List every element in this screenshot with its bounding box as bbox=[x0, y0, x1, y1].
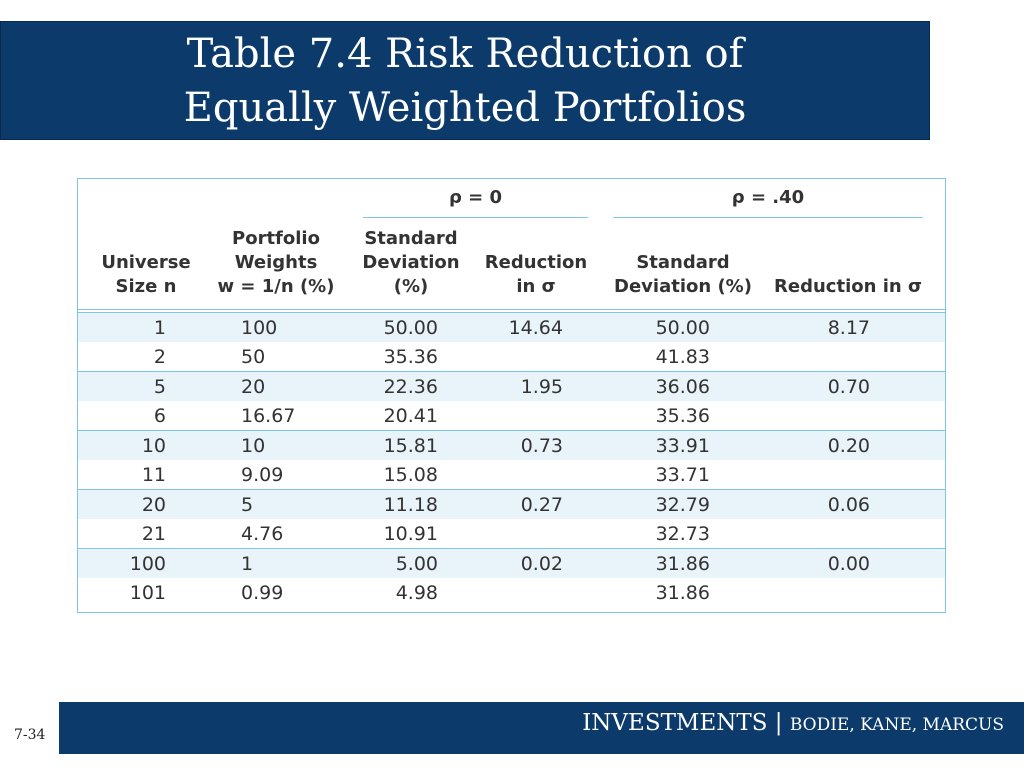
cell-std-dev-rho-0: 22.36 bbox=[383, 376, 438, 398]
table-row: 6 16.67 20.41 35.36 bbox=[78, 401, 945, 430]
cell-std-dev-rho-40: 31.86 bbox=[655, 582, 710, 604]
cell-std-dev-rho-0: 11.18 bbox=[383, 494, 438, 516]
cell-reduction-rho-40: 0.06 bbox=[827, 494, 870, 516]
cell-universe-size: 5 bbox=[153, 376, 166, 398]
cell-std-dev-rho-40: 36.06 bbox=[655, 376, 710, 398]
cell-reduction-rho-40: 8.17 bbox=[827, 317, 870, 339]
cell-std-dev-rho-40: 31.86 bbox=[655, 553, 710, 575]
cell-portfolio-weight: 50 bbox=[241, 346, 266, 368]
footer-book-title: INVESTMENTS | bbox=[582, 710, 790, 736]
cell-universe-size: 21 bbox=[141, 523, 166, 545]
cell-std-dev-rho-0: 50.00 bbox=[383, 317, 438, 339]
cell-reduction-rho-40: 0.00 bbox=[827, 553, 870, 575]
cell-portfolio-weight: 0.99 bbox=[241, 582, 284, 604]
slide-title-line-1: Table 7.4 Risk Reduction of bbox=[186, 31, 744, 77]
cell-std-dev-rho-0: 10.91 bbox=[383, 523, 438, 545]
footer-credit: INVESTMENTS | BODIE, KANE, MARCUS bbox=[582, 710, 1004, 736]
cell-std-dev-rho-40: 32.79 bbox=[655, 494, 710, 516]
cell-std-dev-rho-40: 33.91 bbox=[655, 435, 710, 457]
cell-std-dev-rho-40: 33.71 bbox=[655, 464, 710, 486]
cell-std-dev-rho-40: 41.83 bbox=[655, 346, 710, 368]
header-std-dev-rho-40: Standard Deviation (%) bbox=[614, 252, 752, 297]
cell-std-dev-rho-0: 35.36 bbox=[383, 346, 438, 368]
cell-portfolio-weight: 100 bbox=[241, 317, 278, 339]
cell-reduction-rho-0: 14.64 bbox=[508, 317, 563, 339]
cell-std-dev-rho-0: 15.81 bbox=[383, 435, 438, 457]
cell-universe-size: 101 bbox=[129, 582, 166, 604]
footer-banner: INVESTMENTS | BODIE, KANE, MARCUS bbox=[59, 702, 1024, 754]
table-body: 1 100 50.00 14.64 50.00 8.17 2 50 35.36 41.83 5 20 2… bbox=[78, 312, 945, 607]
cell-universe-size: 6 bbox=[153, 405, 166, 427]
table-row: 5 20 22.36 1.95 36.06 0.70 bbox=[78, 371, 945, 401]
group-header-rule-rho-40 bbox=[613, 217, 923, 218]
group-header-rho-40: ρ = .40 bbox=[731, 187, 805, 208]
cell-reduction-rho-40: 0.20 bbox=[827, 435, 870, 457]
cell-std-dev-rho-0: 4.98 bbox=[395, 582, 438, 604]
cell-std-dev-rho-0: 15.08 bbox=[383, 464, 438, 486]
group-header-rho-0: ρ = 0 bbox=[448, 187, 503, 208]
footer-authors: BODIE, KANE, MARCUS bbox=[789, 715, 1004, 735]
table-row: 20 5 11.18 0.27 32.79 0.06 bbox=[78, 489, 945, 519]
cell-portfolio-weight: 9.09 bbox=[241, 464, 284, 486]
table-row: 100 1 5.00 0.02 31.86 0.00 bbox=[78, 548, 945, 578]
cell-reduction-rho-0: 0.02 bbox=[520, 553, 563, 575]
cell-std-dev-rho-0: 20.41 bbox=[383, 405, 438, 427]
header-portfolio-weights: Portfolio Weights w = 1/n (%) bbox=[217, 228, 335, 297]
cell-universe-size: 11 bbox=[141, 464, 166, 486]
header-universe-size: Universe Size n bbox=[101, 252, 191, 297]
cell-universe-size: 100 bbox=[129, 553, 166, 575]
cell-universe-size: 1 bbox=[153, 317, 166, 339]
cell-reduction-rho-40: 0.70 bbox=[827, 376, 870, 398]
cell-std-dev-rho-40: 32.73 bbox=[655, 523, 710, 545]
cell-std-dev-rho-40: 35.36 bbox=[655, 405, 710, 427]
header-reduction-rho-40: Reduction in σ bbox=[774, 276, 922, 297]
table-row: 21 4.76 10.91 32.73 bbox=[78, 519, 945, 548]
cell-portfolio-weight: 4.76 bbox=[241, 523, 284, 545]
cell-reduction-rho-0: 0.27 bbox=[520, 494, 563, 516]
cell-std-dev-rho-40: 50.00 bbox=[655, 317, 710, 339]
cell-reduction-rho-0: 1.95 bbox=[520, 376, 563, 398]
table-row: 2 50 35.36 41.83 bbox=[78, 342, 945, 371]
cell-std-dev-rho-0: 5.00 bbox=[395, 553, 438, 575]
cell-universe-size: 10 bbox=[141, 435, 166, 457]
cell-reduction-rho-0: 0.73 bbox=[520, 435, 563, 457]
cell-portfolio-weight: 20 bbox=[241, 376, 266, 398]
risk-reduction-table: ρ = 0 ρ = .40 Universe Size n Portfolio … bbox=[77, 178, 946, 613]
cell-portfolio-weight: 16.67 bbox=[241, 405, 296, 427]
table-row: 1 100 50.00 14.64 50.00 8.17 bbox=[78, 312, 945, 342]
cell-portfolio-weight: 5 bbox=[241, 494, 254, 516]
slide-title-banner: Table 7.4 Risk Reduction of Equally Weig… bbox=[0, 21, 930, 140]
slide-number: 7-34 bbox=[14, 727, 46, 743]
cell-universe-size: 2 bbox=[153, 346, 166, 368]
slide-title-line-2: Equally Weighted Portfolios bbox=[183, 85, 747, 131]
cell-universe-size: 20 bbox=[141, 494, 166, 516]
table-row: 101 0.99 4.98 31.86 bbox=[78, 578, 945, 607]
table-row: 10 10 15.81 0.73 33.91 0.20 bbox=[78, 430, 945, 460]
cell-portfolio-weight: 1 bbox=[241, 553, 254, 575]
table-row: 11 9.09 15.08 33.71 bbox=[78, 460, 945, 489]
header-reduction-rho-0: Reduction in σ bbox=[484, 252, 588, 297]
header-divider bbox=[78, 309, 945, 310]
group-header-rule-rho-0 bbox=[363, 217, 588, 218]
header-std-dev-rho-0: Standard Deviation (%) bbox=[362, 228, 460, 297]
cell-portfolio-weight: 10 bbox=[241, 435, 266, 457]
